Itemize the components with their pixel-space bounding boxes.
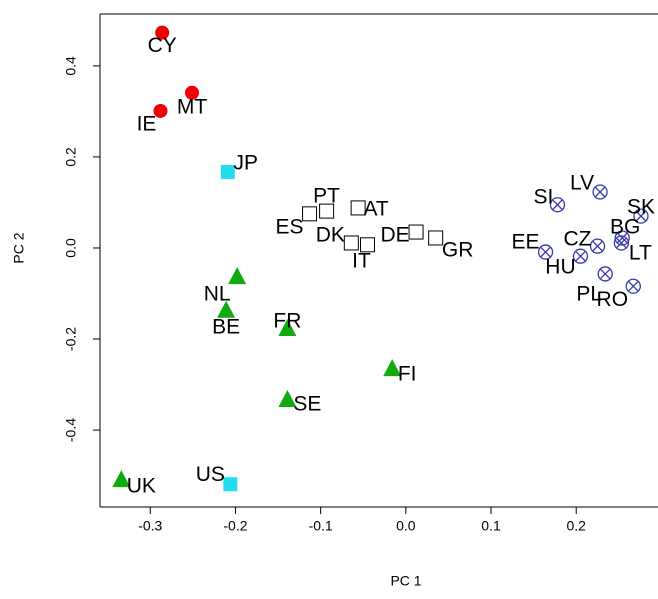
point-part	[589, 238, 606, 254]
x-axis-title: PC 1	[390, 573, 421, 589]
point	[319, 203, 335, 219]
point	[278, 319, 297, 337]
point-label: ES	[276, 215, 304, 238]
point-part	[633, 208, 649, 224]
point-label: DE	[380, 224, 409, 247]
point-part	[592, 184, 608, 200]
point	[302, 206, 318, 222]
point	[153, 103, 168, 118]
x-tick-label: -0.1	[309, 518, 333, 534]
point-part	[540, 246, 551, 258]
point	[220, 164, 235, 179]
point	[572, 248, 589, 264]
point-label: PT	[313, 185, 340, 208]
point-label: MT	[177, 95, 207, 118]
point-label: NL	[204, 283, 231, 306]
point	[383, 359, 402, 377]
point-part	[599, 268, 611, 280]
y-tick-label: -0.4	[63, 418, 79, 442]
point-label: SI	[534, 185, 554, 208]
point-label: LV	[570, 172, 594, 195]
point-label: FI	[398, 363, 417, 386]
y-tick-label: -0.2	[63, 327, 79, 351]
point-part	[549, 197, 566, 213]
x-tick-label: 0.0	[396, 518, 416, 534]
point-part	[537, 244, 554, 260]
y-tick-label: 0.4	[63, 56, 79, 76]
y-axis-title: PC 2	[11, 232, 27, 263]
point	[625, 278, 641, 294]
point-part	[575, 250, 586, 262]
x-tick-label: 0.1	[481, 518, 501, 534]
point-part	[613, 235, 630, 251]
point	[217, 300, 236, 318]
point-part	[625, 278, 641, 294]
point	[223, 477, 238, 492]
point-label: AT	[363, 197, 388, 220]
y-tick-label: 0.2	[63, 147, 79, 167]
point	[185, 85, 200, 100]
point-label: JP	[234, 152, 259, 175]
point-label: RO	[597, 288, 629, 311]
y-tick-label: 0.0	[63, 238, 79, 258]
point-part	[616, 237, 627, 249]
point-label: LT	[629, 242, 652, 265]
point-part	[552, 199, 563, 211]
x-tick-label: -0.2	[223, 518, 247, 534]
point-label: IE	[137, 113, 157, 136]
point	[537, 244, 554, 260]
point	[112, 470, 131, 488]
point	[613, 235, 630, 251]
point-part	[594, 186, 606, 198]
point	[350, 200, 366, 216]
point-label: SE	[293, 393, 321, 416]
point	[597, 266, 613, 282]
point	[592, 184, 608, 200]
point-part	[572, 248, 589, 264]
point	[343, 235, 359, 251]
point	[278, 390, 297, 408]
point-label: IT	[352, 249, 371, 272]
point-label: US	[196, 463, 225, 486]
point-label: HU	[545, 256, 575, 279]
point-label: GR	[442, 239, 474, 262]
point	[589, 238, 606, 254]
point-label: PL	[576, 282, 602, 305]
point	[549, 197, 566, 213]
point-part	[627, 280, 639, 292]
x-tick-label: -0.3	[138, 518, 162, 534]
point	[359, 237, 375, 253]
point-part	[635, 210, 647, 222]
point-label: CZ	[564, 228, 592, 251]
point	[428, 230, 444, 246]
point	[155, 25, 170, 40]
point-label: BE	[212, 315, 240, 338]
point-label: FR	[273, 310, 301, 333]
point	[633, 208, 649, 224]
point-part	[614, 230, 630, 246]
point	[408, 224, 424, 240]
point-label: SK	[627, 196, 655, 219]
point-label: UK	[127, 475, 156, 498]
point-label: DK	[316, 224, 345, 247]
point-part	[597, 266, 613, 282]
point-label: CY	[148, 34, 177, 57]
point-label: BG	[610, 216, 640, 239]
point-part	[592, 240, 603, 252]
x-tick-label: 0.2	[566, 518, 586, 534]
point	[228, 267, 247, 285]
point-label: EE	[512, 231, 540, 254]
